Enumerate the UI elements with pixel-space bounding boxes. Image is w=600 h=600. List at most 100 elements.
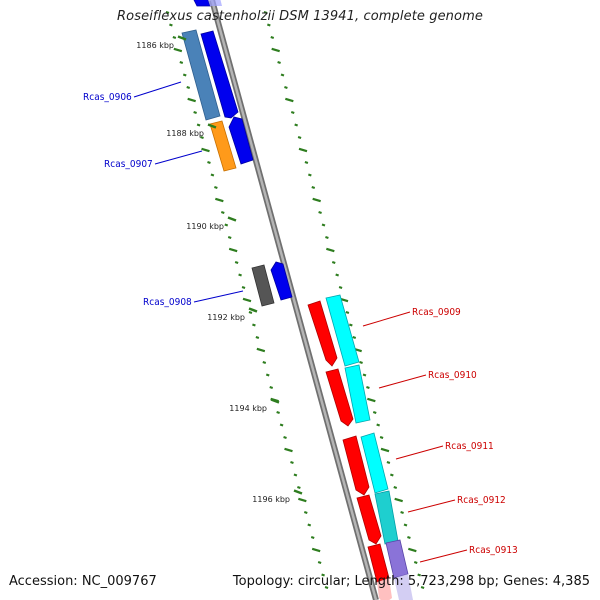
minor-tick [311, 185, 316, 190]
minor-tick [234, 260, 239, 265]
gene-label-leader [133, 81, 182, 98]
cds-feature-rcas-0906[interactable] [200, 30, 239, 119]
minor-tick [367, 397, 376, 403]
cds-feature-bottom-partial[interactable] [394, 574, 413, 600]
minor-tick [279, 423, 284, 427]
minor-tick [310, 535, 315, 540]
cds-feature-rcas-0911[interactable] [360, 432, 389, 494]
minor-tick [331, 260, 336, 265]
minor-tick [376, 423, 381, 427]
cds-feature-rcas-0910[interactable] [344, 364, 371, 424]
minor-tick [307, 173, 312, 177]
minor-tick [179, 60, 184, 65]
minor-tick [394, 497, 403, 503]
minor-tick [248, 310, 253, 315]
minor-tick [298, 497, 307, 503]
cds-feature-rcas-0913[interactable] [385, 539, 409, 579]
genome-backbone [209, 0, 379, 600]
gene-label-leader [154, 150, 203, 165]
minor-tick [321, 573, 325, 577]
minor-tick [285, 97, 294, 103]
minor-tick [348, 323, 353, 327]
minor-tick [182, 73, 187, 77]
minor-tick [408, 547, 417, 553]
gene-label-rcas-0906[interactable]: Rcas_0906 [83, 92, 132, 103]
kbp-tick [293, 489, 303, 495]
minor-tick [298, 147, 308, 153]
gene-feature-rcas-0908[interactable] [251, 264, 275, 307]
cds-feature-rcas-0908[interactable] [270, 261, 293, 301]
minor-tick [207, 160, 211, 165]
minor-tick [262, 360, 267, 365]
minor-tick [252, 323, 256, 327]
minor-tick [283, 435, 287, 440]
minor-tick [297, 135, 302, 140]
gene-label-rcas-0911[interactable]: Rcas_0911 [445, 441, 494, 452]
gene-feature-rcas-0906[interactable] [181, 29, 221, 121]
minor-tick [324, 585, 329, 590]
minor-tick [193, 110, 197, 115]
minor-tick [276, 410, 280, 415]
gene-label-leader [407, 499, 456, 513]
gene-feature-rcas-0909[interactable] [307, 300, 338, 367]
minor-tick [241, 285, 246, 290]
gene-label-rcas-0909[interactable]: Rcas_0909 [412, 307, 461, 318]
minor-tick [187, 97, 196, 103]
kbp-tick-label: 1188 kbp [166, 129, 204, 138]
minor-tick [227, 235, 232, 240]
minor-tick [352, 335, 357, 340]
minor-tick [210, 173, 215, 177]
map-title: Roseiflexus castenholzii DSM 13941, comp… [117, 9, 483, 24]
gene-label-leader [378, 374, 427, 389]
kbp-tick-label: 1194 kbp [229, 404, 267, 413]
minor-tick [318, 210, 322, 215]
minor-tick [294, 123, 299, 127]
minor-tick [165, 10, 170, 15]
gene-label-leader [193, 290, 244, 303]
minor-tick [389, 473, 394, 477]
minor-tick [293, 473, 298, 477]
minor-tick [196, 123, 201, 127]
gene-feature-rcas-0911[interactable] [342, 435, 370, 496]
cds-feature-rcas-0907[interactable] [228, 116, 254, 165]
gene-label-leader [395, 445, 444, 460]
reverse-strand-features [307, 294, 413, 600]
minor-tick [238, 273, 242, 277]
kbp-tick [248, 307, 258, 313]
kbp-tick-label: 1192 kbp [207, 313, 245, 322]
gene-label-rcas-0913[interactable]: Rcas_0913 [469, 545, 518, 556]
gene-label-leader [362, 311, 411, 327]
accession-text: Accession: NC_009767 [9, 574, 157, 589]
minor-tick [321, 223, 326, 227]
gene-feature-rcas-0910[interactable] [325, 368, 354, 427]
gene-label-rcas-0907[interactable]: Rcas_0907 [104, 159, 153, 170]
minor-tick [362, 373, 367, 377]
kbp-tick [207, 123, 217, 129]
gene-label-leader [419, 549, 468, 563]
minor-tick [345, 310, 350, 315]
gene-feature-rcas-0907[interactable] [209, 120, 237, 172]
minor-tick [172, 35, 177, 40]
cds-feature-top-partial[interactable] [191, 0, 211, 7]
minor-tick [284, 447, 293, 453]
minor-tick [304, 160, 309, 165]
gene-feature-bottom-partial[interactable] [377, 578, 392, 600]
forward-strand-features [181, 0, 293, 307]
cds-feature-top-partial-light[interactable] [206, 0, 222, 6]
kbp-tick [177, 35, 187, 41]
minor-tick [326, 247, 335, 253]
gene-label-rcas-0908[interactable]: Rcas_0908 [143, 297, 192, 308]
minor-tick [266, 23, 271, 27]
minor-tick [271, 47, 280, 53]
kbp-tick [227, 216, 237, 222]
gene-label-rcas-0910[interactable]: Rcas_0910 [428, 370, 477, 381]
minor-tick [307, 523, 312, 527]
minor-tick [214, 185, 218, 190]
gene-feature-rcas-0912[interactable] [356, 494, 382, 545]
minor-tick [200, 135, 204, 140]
minor-tick [169, 23, 173, 27]
gene-label-rcas-0912[interactable]: Rcas_0912 [457, 495, 506, 506]
kbp-tick-label: 1196 kbp [252, 495, 290, 504]
cds-feature-rcas-0909[interactable] [325, 294, 360, 367]
